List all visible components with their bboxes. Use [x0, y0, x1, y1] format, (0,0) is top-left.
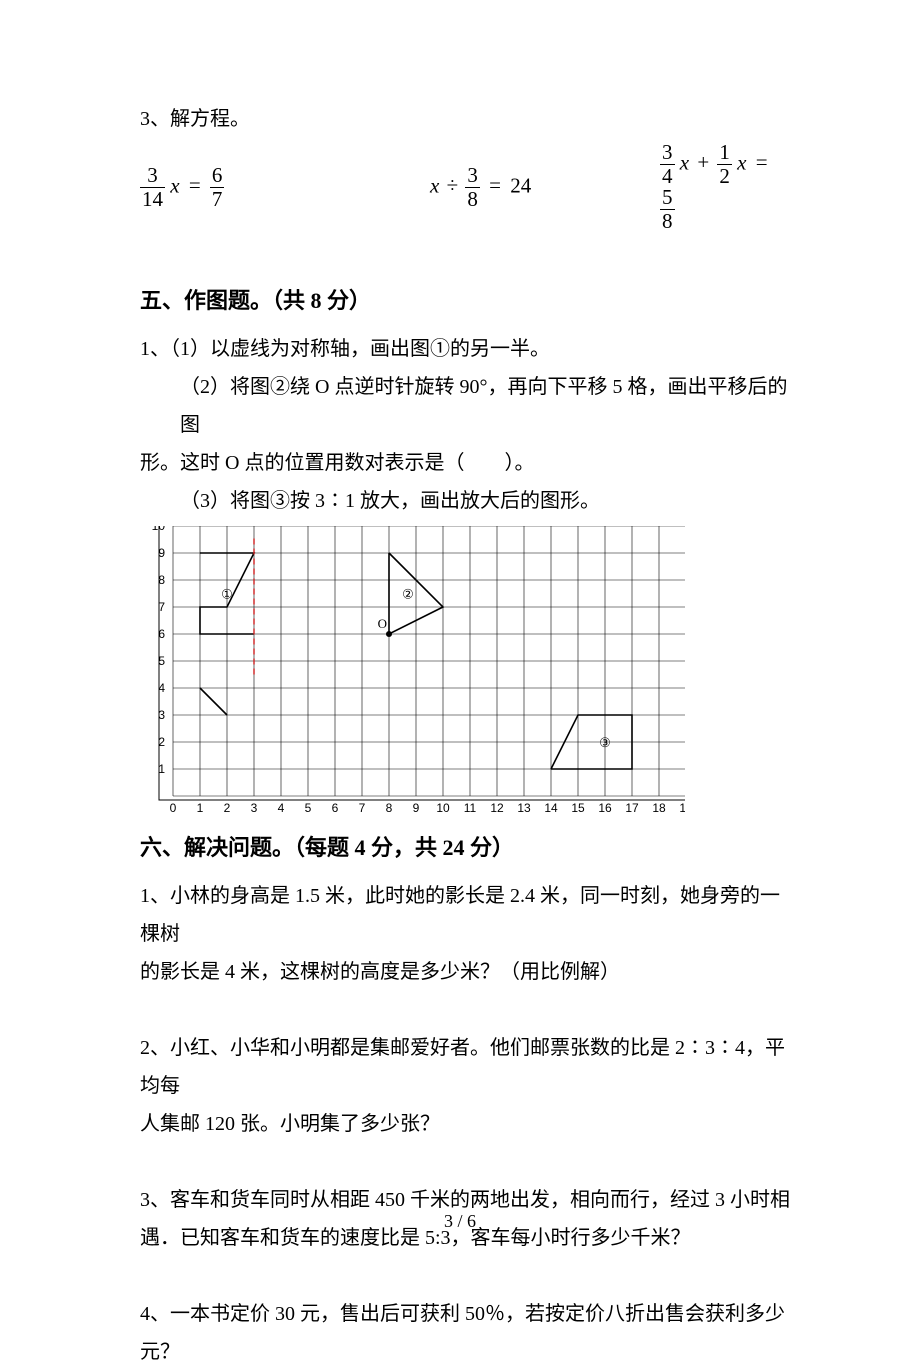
svg-text:1: 1 [158, 762, 165, 776]
sec6-q4: 4、一本书定价 30 元，售出后可获利 50％，若按定价八折出售会获利多少元？ [140, 1295, 790, 1371]
eq3-var2: x [737, 150, 746, 174]
svg-text:①: ① [221, 586, 233, 601]
eq3-rden: 8 [660, 209, 675, 232]
svg-text:11: 11 [464, 801, 477, 815]
eq2-dnum: 3 [465, 165, 480, 187]
equation-2: x ÷ 38 = 24 [430, 165, 660, 210]
eq3-aden: 4 [660, 164, 675, 187]
svg-text:9: 9 [413, 801, 420, 815]
eq2-dden: 8 [465, 187, 480, 210]
eq3-anum: 3 [660, 142, 675, 164]
svg-text:2: 2 [224, 801, 231, 815]
svg-text:7: 7 [359, 801, 366, 815]
q3-label: 3、解方程。 [140, 100, 790, 138]
eq1-lhs-num: 3 [140, 165, 165, 187]
sec5-item2a: （2）将图②绕 O 点逆时针旋转 90°，再向下平移 5 格，画出平移后的图 [140, 368, 790, 444]
svg-text:18: 18 [652, 801, 666, 815]
eq3-eq: = [752, 150, 772, 174]
svg-text:4: 4 [158, 681, 165, 695]
eq2-rhs: 24 [510, 173, 531, 197]
svg-text:5: 5 [158, 654, 165, 668]
eq1-rhs-den: 7 [210, 187, 225, 210]
svg-text:13: 13 [517, 801, 531, 815]
sec6-q1a: 1、小林的身高是 1.5 米，此时她的影长是 2.4 米，同一时刻，她身旁的一棵… [140, 877, 790, 953]
svg-text:3: 3 [158, 708, 165, 722]
svg-text:10: 10 [436, 801, 450, 815]
svg-text:3: 3 [251, 801, 258, 815]
sec5-item1: 1、（1）以虚线为对称轴，画出图①的另一半。 [140, 330, 790, 368]
svg-text:10: 10 [152, 526, 166, 533]
svg-text:6: 6 [332, 801, 339, 815]
eq1-lhs-den: 14 [140, 187, 165, 210]
svg-text:0: 0 [170, 801, 177, 815]
eq2-div: ÷ [445, 173, 461, 197]
eq3-var1: x [680, 150, 689, 174]
svg-text:4: 4 [278, 801, 285, 815]
svg-text:1: 1 [197, 801, 204, 815]
svg-text:8: 8 [386, 801, 393, 815]
eq1-eq: = [185, 173, 205, 197]
svg-text:16: 16 [598, 801, 612, 815]
equation-row: 314 x = 67 x ÷ 38 = 24 34 x + 12 x = 58 [140, 142, 790, 232]
eq1-rhs-num: 6 [210, 165, 225, 187]
svg-text:9: 9 [158, 546, 165, 560]
eq3-rnum: 5 [660, 187, 675, 209]
page-number: 3 / 6 [0, 1211, 920, 1232]
section5-heading: 五、作图题。（共 8 分） [140, 280, 790, 322]
svg-text:2: 2 [158, 735, 165, 749]
svg-text:6: 6 [158, 627, 165, 641]
sec5-item2b: 形。这时 O 点的位置用数对表示是（ ）。 [140, 444, 790, 482]
svg-text:12: 12 [490, 801, 504, 815]
eq2-var: x [430, 173, 439, 197]
eq3-plus: + [694, 150, 712, 174]
svg-text:②: ② [402, 586, 414, 601]
equation-3: 34 x + 12 x = 58 [660, 142, 790, 232]
eq1-var: x [170, 173, 179, 197]
svg-text:O: O [378, 616, 387, 631]
section6-heading: 六、解决问题。（每题 4 分，共 24 分） [140, 827, 790, 869]
sec6-q1b: 的影长是 4 米，这棵树的高度是多少米？（用比例解） [140, 953, 790, 991]
svg-text:③: ③ [599, 735, 611, 750]
eq2-eq: = [485, 173, 505, 197]
sec6-q2a: 2、小红、小华和小明都是集邮爱好者。他们邮票张数的比是 2∶3∶4，平均每 [140, 1029, 790, 1105]
sec5-item3: （3）将图③按 3∶1 放大，画出放大后的图形。 [140, 482, 790, 520]
sec6-q2b: 人集邮 120 张。小明集了多少张？ [140, 1105, 790, 1143]
svg-text:8: 8 [158, 573, 165, 587]
svg-text:7: 7 [158, 600, 165, 614]
equation-1: 314 x = 67 [140, 165, 430, 210]
svg-text:14: 14 [544, 801, 558, 815]
svg-text:19: 19 [679, 801, 685, 815]
eq3-bnum: 1 [717, 142, 732, 164]
svg-text:5: 5 [305, 801, 312, 815]
grid-figure: 0123456789101112131415161718192012345678… [140, 526, 790, 823]
svg-text:15: 15 [571, 801, 585, 815]
svg-text:17: 17 [625, 801, 639, 815]
eq3-bden: 2 [717, 164, 732, 187]
